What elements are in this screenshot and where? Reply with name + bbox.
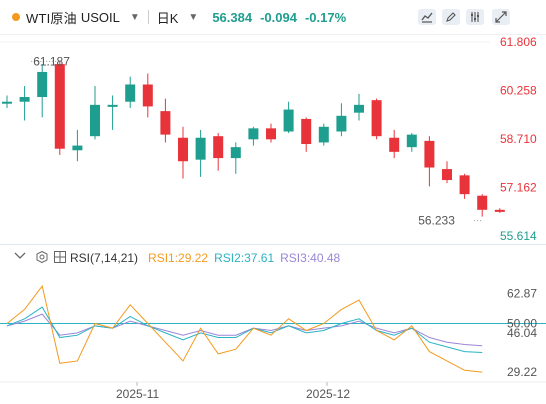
price-change: -0.094 bbox=[260, 9, 297, 25]
candle-body[interactable] bbox=[442, 169, 452, 181]
x-axis-tick: 2025-12 bbox=[306, 387, 350, 401]
candle-body[interactable] bbox=[213, 136, 224, 159]
candle-body[interactable] bbox=[230, 147, 241, 159]
candle-body[interactable] bbox=[2, 101, 12, 104]
candle-body[interactable] bbox=[283, 109, 294, 132]
y-axis-tick: 55.614 bbox=[500, 229, 537, 243]
rsi2-line bbox=[6, 306, 483, 353]
settings-icon[interactable] bbox=[466, 9, 484, 25]
pencil-icon[interactable] bbox=[442, 9, 460, 25]
y-axis-tick: 61.806 bbox=[500, 35, 537, 49]
low-price-label: 56.233 bbox=[418, 214, 455, 228]
candle-body[interactable] bbox=[178, 137, 188, 162]
timeframe-selector[interactable]: 日K bbox=[156, 10, 179, 26]
x-axis-tick: 2025-11 bbox=[116, 387, 159, 401]
rsi3-value: RSI3:40.48 bbox=[280, 251, 341, 265]
symbol-bar: WTI原油 USOIL ▼ 日K ▼ 56.384 -0.094 -0.17% bbox=[0, 7, 346, 27]
last-price: 56.384 bbox=[212, 9, 253, 25]
toolbar-divider bbox=[147, 10, 149, 24]
symbol-code[interactable]: USOIL bbox=[80, 9, 120, 25]
rsi1-value: RSI1:29.22 bbox=[148, 251, 209, 265]
candle-body[interactable] bbox=[424, 140, 435, 168]
collapse-icon[interactable] bbox=[14, 251, 26, 265]
y-axis-tick: 58.710 bbox=[500, 132, 537, 146]
caret-down-icon[interactable]: ▼ bbox=[129, 11, 140, 23]
candle-body[interactable] bbox=[494, 209, 505, 212]
high-price-label: 61.187 bbox=[33, 54, 70, 68]
symbol-title[interactable]: WTI原油 bbox=[26, 10, 77, 26]
panel-divider bbox=[0, 244, 546, 245]
candle-body[interactable] bbox=[160, 111, 171, 135]
candle-body[interactable] bbox=[54, 64, 65, 149]
candle-body[interactable] bbox=[72, 145, 83, 151]
price-change-percent: -0.17% bbox=[304, 9, 347, 25]
rsi-axis-tick: 46.04 bbox=[507, 326, 537, 340]
rsi1-line bbox=[6, 284, 483, 373]
candle-body[interactable] bbox=[142, 84, 153, 107]
candle-body[interactable] bbox=[107, 104, 118, 107]
rsi-settings-icon[interactable] bbox=[36, 250, 48, 266]
expand-icon[interactable] bbox=[492, 9, 510, 25]
rsi-axis-tick: 62.87 bbox=[507, 286, 537, 300]
candle-body[interactable] bbox=[301, 118, 312, 145]
timeframe-caret-icon[interactable]: ▼ bbox=[188, 11, 199, 23]
y-axis-tick: 57.162 bbox=[500, 181, 537, 195]
rsi-axis-tick: 29.22 bbox=[507, 365, 537, 379]
candle-body[interactable] bbox=[37, 71, 48, 98]
candle-body[interactable] bbox=[19, 97, 30, 102]
draw-tool-icon[interactable] bbox=[418, 9, 436, 25]
y-axis-tick: 60.258 bbox=[500, 84, 537, 98]
candle-body[interactable] bbox=[371, 100, 382, 137]
candle-body[interactable] bbox=[195, 137, 206, 160]
chart-toolbar: WTI原油 USOIL ▼ 日K ▼ 56.384 -0.094 -0.17% bbox=[0, 0, 546, 35]
candle-body[interactable] bbox=[336, 115, 347, 132]
candle-body[interactable] bbox=[389, 137, 400, 152]
candle-body[interactable] bbox=[266, 128, 276, 140]
candle-body[interactable] bbox=[477, 195, 488, 210]
candle-body[interactable] bbox=[459, 175, 470, 195]
rsi-axis-tick: 50.00 bbox=[507, 316, 537, 330]
rsi-legend: RSI(7,14,21) RSI1:29.22 RSI2:37.61 RSI3:… bbox=[0, 250, 340, 266]
market-status-dot bbox=[12, 13, 20, 21]
candle-body[interactable] bbox=[354, 104, 364, 113]
indicator-icon[interactable] bbox=[54, 250, 66, 266]
rsi2-value: RSI2:37.61 bbox=[214, 251, 275, 265]
rsi-indicator-name: RSI(7,14,21) bbox=[70, 251, 139, 265]
candle-body[interactable] bbox=[248, 128, 259, 140]
candle-body[interactable] bbox=[125, 84, 136, 102]
candle-body[interactable] bbox=[406, 134, 417, 148]
rsi3-line bbox=[6, 313, 483, 347]
candle-body[interactable] bbox=[318, 126, 329, 143]
candle-body[interactable] bbox=[90, 104, 100, 137]
